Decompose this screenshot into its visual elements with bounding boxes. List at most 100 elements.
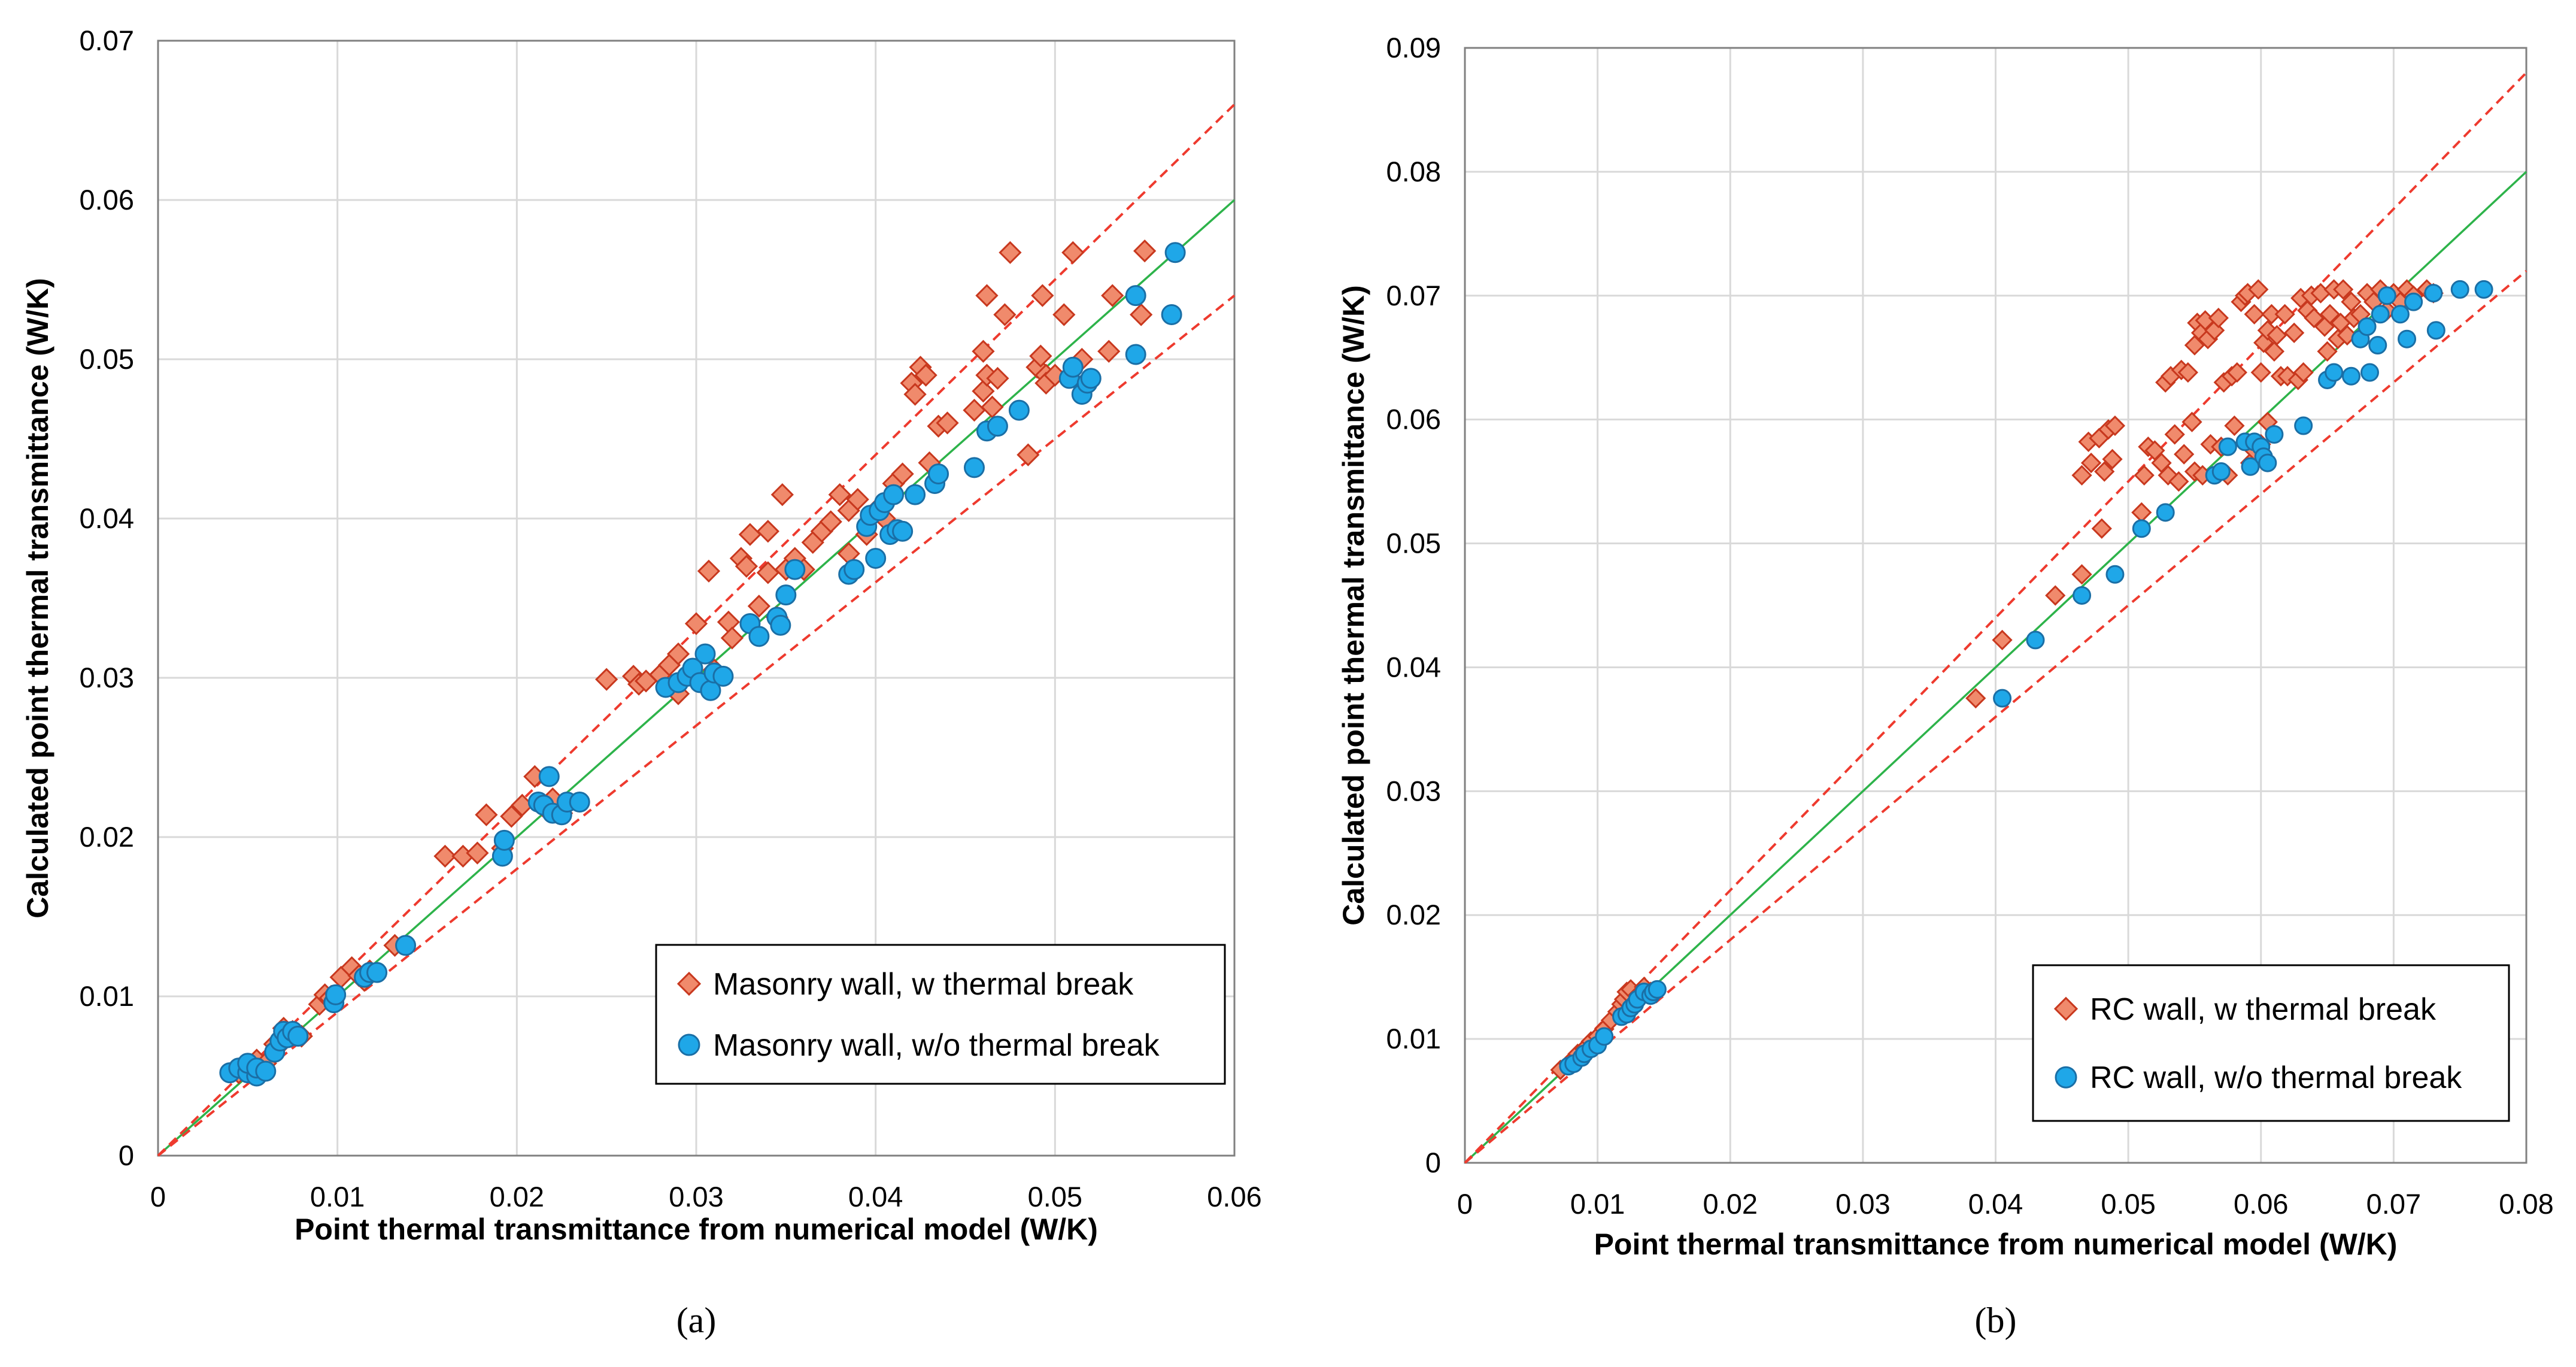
data-point-diamond bbox=[1130, 303, 1153, 326]
data-point-circle bbox=[325, 984, 347, 1005]
data-point-diamond bbox=[2208, 307, 2229, 329]
y-tick-label: 0.09 bbox=[1386, 32, 1441, 63]
x-tick-label: 0.01 bbox=[1570, 1188, 1625, 1220]
data-point-circle bbox=[493, 829, 515, 851]
x-tick-label: 0.03 bbox=[1835, 1188, 1890, 1220]
data-point-diamond bbox=[1029, 344, 1052, 368]
data-point-diamond bbox=[1052, 303, 1076, 326]
data-point-diamond bbox=[972, 380, 995, 403]
legend-a: Masonry wall, w thermal break Masonry wa… bbox=[655, 944, 1226, 1085]
data-point-diamond bbox=[2094, 461, 2115, 482]
y-axis-title-b: Calculated point thermal transmittance (… bbox=[1337, 285, 1370, 926]
plot-frame-b bbox=[1464, 47, 2528, 1164]
data-point-diamond bbox=[2266, 325, 2287, 346]
data-point-diamond bbox=[2131, 502, 2152, 523]
data-point-diamond bbox=[2319, 304, 2341, 325]
legend-diamond bbox=[676, 971, 702, 996]
data-point-diamond bbox=[2071, 465, 2092, 486]
data-point-circle bbox=[1164, 242, 1186, 263]
y-tick-label: 0.04 bbox=[80, 502, 134, 534]
legend-circle bbox=[2055, 1066, 2077, 1089]
data-point-diamond bbox=[819, 510, 842, 534]
x-tick-label: 0.06 bbox=[2234, 1188, 2288, 1220]
data-point-diamond bbox=[2174, 444, 2195, 465]
legend-label-rc-without-break: RC wall, w/o thermal break bbox=[2090, 1060, 2462, 1095]
data-point-diamond bbox=[972, 340, 995, 363]
data-point-circle bbox=[538, 766, 560, 787]
data-point-diamond bbox=[2261, 304, 2282, 325]
data-point-circle bbox=[2211, 462, 2231, 481]
data-point-circle bbox=[2424, 284, 2443, 303]
data-point-circle bbox=[883, 484, 905, 505]
data-point-circle bbox=[1125, 344, 1146, 365]
x-tick-label: 0.06 bbox=[1207, 1181, 1261, 1213]
data-point-diamond bbox=[595, 668, 618, 691]
chart-panel-b: 0 0.01 0.02 0.03 0.04 0.05 0.06 0.07 0.08 00.010… bbox=[1337, 32, 2554, 1340]
data-point-diamond bbox=[2224, 415, 2245, 437]
legend-b: RC wall, w thermal break RC wall, w/o th… bbox=[2032, 964, 2510, 1122]
y-tick-labels-b: 0 0.01 0.02 0.03 0.04 0.05 0.06 0.07 0.08 0.09 bbox=[1386, 32, 1441, 1178]
data-point-diamond bbox=[914, 363, 937, 387]
data-point-circle bbox=[928, 463, 949, 485]
data-point-diamond bbox=[747, 595, 771, 618]
y-tick-label: 0.03 bbox=[80, 662, 134, 693]
y-tick-label: 0.02 bbox=[1386, 899, 1441, 930]
legend-label-masonry-without-break: Masonry wall, w/o thermal break bbox=[713, 1028, 1160, 1063]
data-point-circle bbox=[2026, 631, 2045, 650]
data-point-diamond bbox=[2284, 322, 2305, 343]
y-tick-labels-a: 0 0.01 0.02 0.03 0.04 0.05 0.06 0.07 bbox=[80, 25, 134, 1171]
data-point-diamond bbox=[2134, 465, 2155, 486]
data-point-circle bbox=[2265, 425, 2284, 444]
data-point-diamond bbox=[2226, 362, 2247, 383]
y-tick-label: 0 bbox=[119, 1139, 134, 1171]
x-tick-labels-b: 0 0.01 0.02 0.03 0.04 0.05 0.06 0.07 0.08 bbox=[1457, 1188, 2554, 1220]
x-tick-label: 0.07 bbox=[2366, 1188, 2421, 1220]
legend-marker-masonry-with-break bbox=[676, 971, 702, 996]
data-point-diamond bbox=[1031, 284, 1054, 307]
data-point-circle bbox=[2241, 457, 2260, 476]
legend-circle bbox=[678, 1033, 700, 1056]
data-point-diamond bbox=[2244, 304, 2265, 325]
y-tick-label: 0.07 bbox=[80, 25, 134, 56]
data-point-circle bbox=[2357, 317, 2377, 336]
y-tick-label: 0.08 bbox=[1386, 156, 1441, 187]
data-point-diamond bbox=[1017, 443, 1040, 466]
y-tick-label: 0.05 bbox=[80, 343, 134, 375]
y-tick-label: 0 bbox=[1425, 1147, 1441, 1178]
data-point-circle bbox=[2325, 363, 2344, 382]
data-point-circle bbox=[2368, 336, 2387, 355]
data-point-circle bbox=[2258, 453, 2277, 472]
data-point-diamond bbox=[1992, 629, 2013, 651]
data-point-diamond bbox=[738, 523, 762, 546]
y-tick-label: 0.07 bbox=[1386, 280, 1441, 311]
data-point-diamond bbox=[2071, 564, 2092, 585]
data-point-circle bbox=[569, 791, 590, 813]
x-tick-label: 0.02 bbox=[1703, 1188, 1758, 1220]
legend-marker-masonry-without-break bbox=[678, 1033, 700, 1056]
x-tick-label: 0.02 bbox=[490, 1181, 544, 1213]
tolerance-line bbox=[1464, 269, 2528, 1164]
data-point-diamond bbox=[1133, 239, 1157, 263]
legend-marker-rc-without-break bbox=[2055, 1066, 2077, 1089]
data-point-circle bbox=[255, 1060, 277, 1082]
data-point-diamond bbox=[963, 398, 986, 422]
data-point-diamond bbox=[975, 284, 999, 307]
data-point-circle bbox=[395, 935, 417, 956]
plot-frame-a bbox=[157, 40, 1236, 1157]
data-point-circle bbox=[1993, 689, 2012, 708]
data-point-diamond bbox=[903, 383, 927, 406]
data-point-circle bbox=[2294, 416, 2313, 435]
data-point-diamond bbox=[2274, 304, 2295, 325]
x-tick-label: 0.05 bbox=[1028, 1181, 1082, 1213]
data-points-b bbox=[1550, 279, 2493, 1080]
data-point-diamond bbox=[735, 554, 758, 578]
data-point-circle bbox=[1062, 356, 1084, 378]
data-point-circle bbox=[905, 484, 926, 505]
data-point-diamond bbox=[936, 411, 959, 435]
data-point-circle bbox=[1161, 304, 1182, 326]
data-point-diamond bbox=[770, 483, 794, 507]
y-tick-label: 0.01 bbox=[80, 980, 134, 1012]
y-tick-label: 0.01 bbox=[1386, 1023, 1441, 1054]
legend-label-masonry-with-break: Masonry wall, w thermal break bbox=[713, 967, 1134, 1002]
data-points-a bbox=[219, 239, 1186, 1087]
